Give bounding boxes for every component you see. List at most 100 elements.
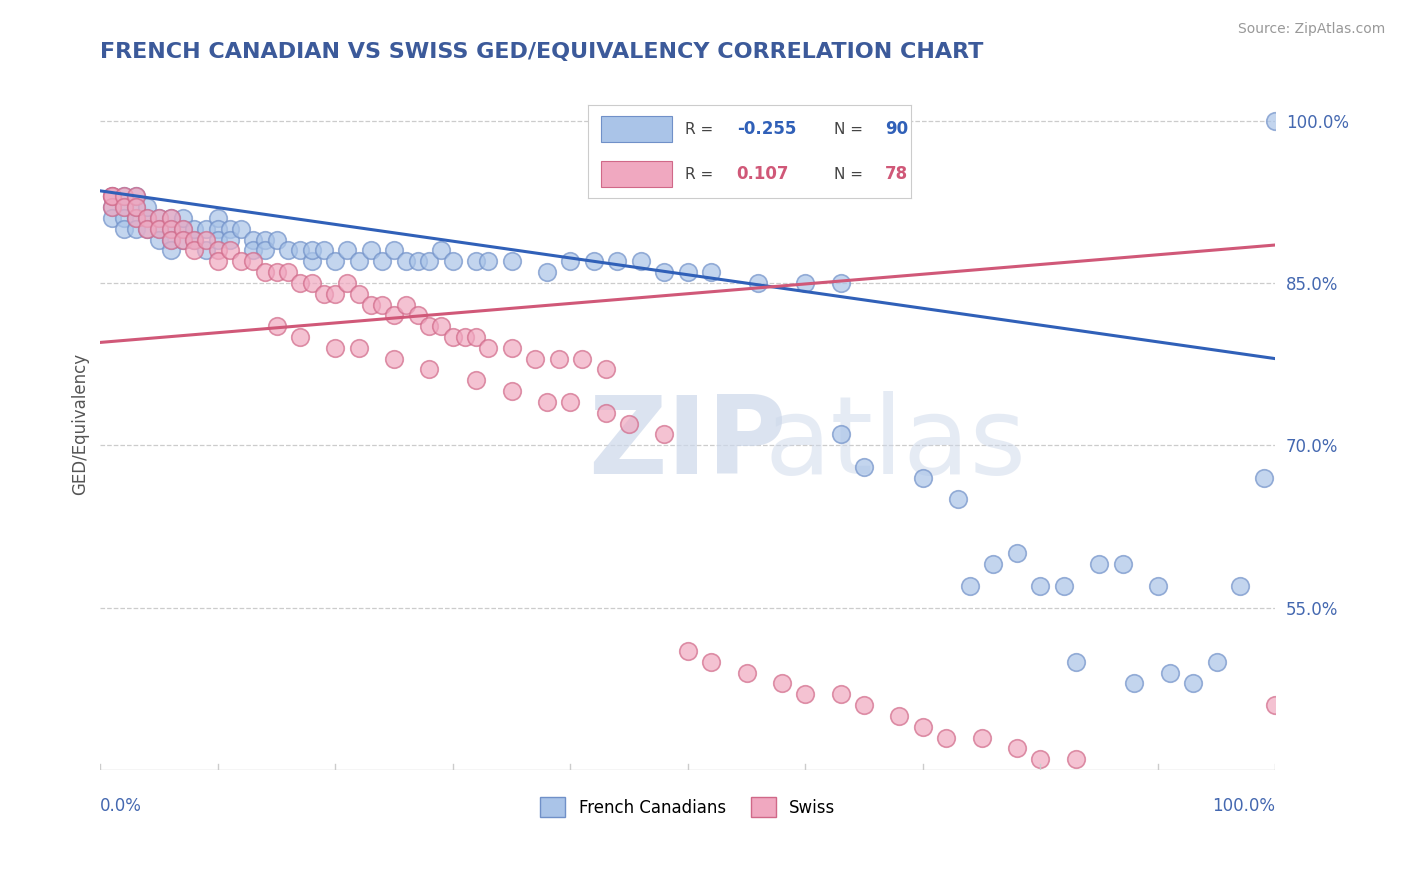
Point — [654, 427, 676, 442]
Text: atlas: atlas — [765, 392, 1026, 498]
Point — [853, 459, 876, 474]
Point — [288, 244, 311, 258]
Point — [1264, 698, 1286, 712]
Point — [606, 254, 628, 268]
Point — [595, 362, 617, 376]
Point — [336, 244, 359, 258]
Point — [406, 254, 429, 268]
Point — [1147, 579, 1170, 593]
Point — [172, 233, 194, 247]
Point — [465, 254, 488, 268]
Point — [160, 244, 183, 258]
Point — [794, 276, 817, 290]
Point — [465, 330, 488, 344]
Point — [1205, 655, 1227, 669]
Point — [830, 427, 852, 442]
Point — [1064, 655, 1087, 669]
Point — [101, 200, 124, 214]
Text: 100.0%: 100.0% — [1212, 797, 1275, 815]
Point — [172, 211, 194, 225]
Point — [172, 221, 194, 235]
Point — [889, 709, 911, 723]
Point — [301, 276, 323, 290]
Point — [266, 233, 288, 247]
Point — [983, 558, 1005, 572]
Point — [1005, 547, 1028, 561]
Point — [218, 233, 240, 247]
Point — [418, 319, 440, 334]
Point — [160, 211, 183, 225]
Point — [218, 221, 240, 235]
Point — [571, 351, 593, 366]
Point — [959, 579, 981, 593]
Point — [136, 221, 159, 235]
Point — [935, 731, 957, 745]
Point — [441, 330, 464, 344]
Point — [1229, 579, 1251, 593]
Point — [112, 221, 135, 235]
Point — [465, 373, 488, 387]
Point — [911, 720, 934, 734]
Point — [242, 233, 264, 247]
Point — [207, 244, 229, 258]
Point — [288, 276, 311, 290]
Point — [970, 731, 993, 745]
Point — [172, 221, 194, 235]
Point — [406, 309, 429, 323]
Point — [101, 211, 124, 225]
Point — [101, 189, 124, 203]
Point — [124, 211, 146, 225]
Point — [1005, 741, 1028, 756]
Point — [501, 384, 523, 398]
Point — [395, 297, 418, 311]
Point — [301, 254, 323, 268]
Point — [207, 233, 229, 247]
Point — [1029, 752, 1052, 766]
Point — [501, 254, 523, 268]
Point — [136, 211, 159, 225]
Point — [395, 254, 418, 268]
Point — [477, 341, 499, 355]
Point — [136, 221, 159, 235]
Point — [536, 265, 558, 279]
Point — [676, 265, 699, 279]
Point — [148, 221, 170, 235]
Point — [112, 189, 135, 203]
Point — [242, 254, 264, 268]
Point — [288, 330, 311, 344]
Point — [124, 211, 146, 225]
Point — [101, 189, 124, 203]
Point — [1029, 579, 1052, 593]
Point — [477, 254, 499, 268]
Point — [1053, 579, 1076, 593]
Point — [148, 221, 170, 235]
Point — [124, 189, 146, 203]
Point — [347, 286, 370, 301]
Point — [136, 211, 159, 225]
Point — [124, 221, 146, 235]
Point — [418, 362, 440, 376]
Point — [946, 492, 969, 507]
Point — [277, 265, 299, 279]
Point — [266, 319, 288, 334]
Point — [124, 200, 146, 214]
Point — [371, 254, 394, 268]
Point — [160, 233, 183, 247]
Point — [253, 244, 276, 258]
Point — [630, 254, 652, 268]
Point — [418, 254, 440, 268]
Point — [700, 265, 723, 279]
Point — [253, 265, 276, 279]
Point — [547, 351, 569, 366]
Point — [183, 233, 205, 247]
Point — [277, 244, 299, 258]
Point — [253, 233, 276, 247]
Point — [112, 189, 135, 203]
Point — [430, 319, 453, 334]
Point — [371, 297, 394, 311]
Point — [195, 221, 218, 235]
Point — [112, 211, 135, 225]
Point — [830, 687, 852, 701]
Text: Source: ZipAtlas.com: Source: ZipAtlas.com — [1237, 22, 1385, 37]
Point — [676, 644, 699, 658]
